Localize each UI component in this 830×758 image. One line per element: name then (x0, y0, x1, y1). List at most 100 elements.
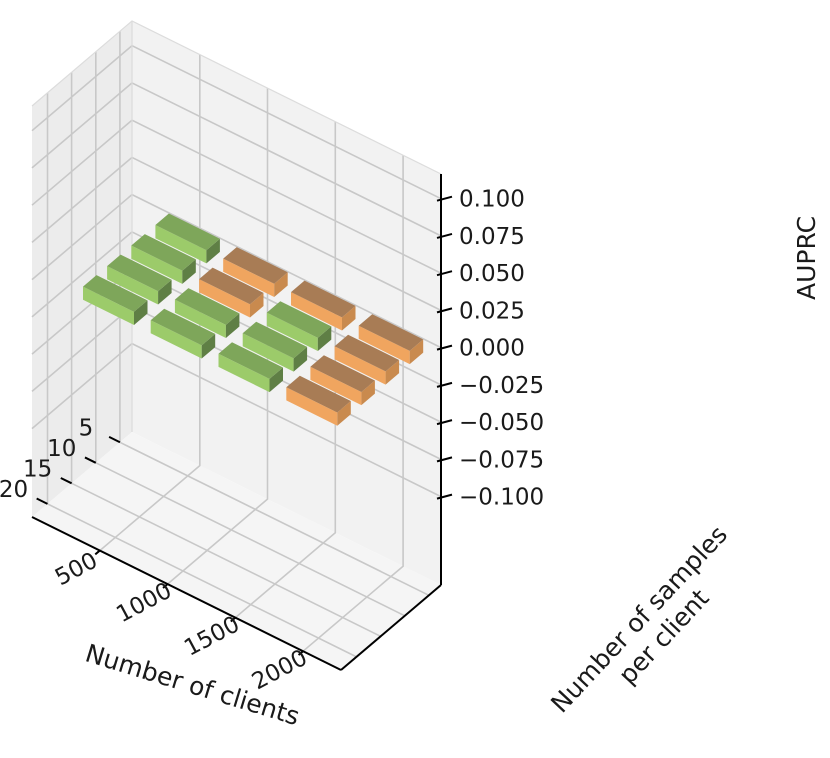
x-tick-mark (60, 477, 73, 485)
z-tick-label: −0.100 (459, 485, 544, 511)
bar-top-face (266, 301, 332, 338)
bar-right-face (250, 292, 264, 318)
x-tick-label: 15 (23, 457, 52, 483)
bar-right-face (201, 333, 216, 359)
y-axis-label-line-1: Number of samples (545, 520, 733, 718)
bar-top-face (107, 254, 172, 292)
y-tick-mark (162, 583, 169, 589)
bar-top-face (291, 280, 356, 318)
bar-top-face (199, 267, 264, 305)
bar-green-20-500 (83, 275, 148, 325)
bar-right-face (134, 300, 148, 325)
bar-front-face (334, 346, 386, 385)
z-tick-label: 0.050 (459, 261, 525, 287)
bar-orange-5-1000 (223, 247, 288, 297)
axis-panes (32, 21, 441, 670)
bar-orange-10-2000 (334, 334, 400, 385)
y-axis-line (340, 584, 442, 671)
bar-green-5-500 (155, 213, 220, 264)
bar-green-15-1500 (242, 321, 308, 372)
bar-right-face (182, 259, 196, 284)
bar-top-face (286, 375, 351, 413)
bar-top-face (310, 355, 375, 392)
bar-front-face (174, 299, 226, 338)
bar-front-face (310, 366, 362, 406)
bar-front-face (131, 245, 183, 284)
bar-green-15-1000 (174, 288, 240, 338)
floor-pane (32, 432, 441, 670)
axis-lines (31, 20, 442, 671)
z-tick-label: 0.075 (459, 224, 525, 250)
bar-orange-5-2000 (358, 314, 424, 365)
bar-top-face (358, 314, 424, 351)
bar-right-face (293, 346, 308, 372)
bar-top-face (334, 334, 400, 372)
bar-green-15-500 (107, 254, 172, 305)
bar-front-face (286, 387, 338, 426)
z-tick-mark (436, 307, 453, 314)
y-tick-label: 1500 (180, 611, 244, 661)
left-pane (32, 21, 132, 517)
x-tick-label: 5 (79, 415, 94, 441)
z-tick-label: 0.100 (459, 187, 525, 213)
bar-front-face (242, 333, 294, 372)
bar-group (83, 213, 424, 426)
back-pane (132, 21, 441, 585)
z-tick-label: 0.025 (459, 298, 525, 324)
bar-orange-10-1000 (199, 267, 264, 318)
bar-top-face (131, 234, 196, 271)
z-tick-label: −0.050 (459, 410, 544, 436)
z-tick-mark (436, 493, 453, 500)
y-tick-label: 2000 (248, 645, 312, 695)
x-tick-mark (108, 436, 121, 444)
y-tick-mark (230, 616, 236, 623)
z-tick-mark (436, 419, 453, 426)
bar-green-10-500 (131, 234, 196, 284)
bar-front-face (199, 279, 250, 318)
bar-right-face (206, 238, 220, 264)
x-tick-mark (84, 456, 97, 464)
z-tick-mark (436, 195, 453, 202)
bar-right-face (269, 367, 283, 393)
bar-front-face (291, 292, 342, 331)
x-tick-mark (36, 497, 48, 505)
y-tick-label: 1000 (112, 578, 176, 628)
bar-orange-5-1500 (291, 280, 356, 331)
bar-front-face (266, 312, 318, 351)
y-tick-mark (94, 549, 101, 556)
bar-top-face (223, 247, 288, 284)
bar-front-face (107, 266, 159, 305)
bar-right-face (409, 339, 424, 365)
z-tick-label: −0.025 (459, 373, 544, 399)
bar-green-20-1000 (150, 308, 216, 359)
bar-front-face (150, 320, 202, 359)
bar-top-face (150, 308, 216, 346)
bar-front-face (358, 325, 410, 365)
bar-top-face (242, 321, 308, 359)
y-tick-mark (297, 650, 304, 656)
z-axis-label: AUPRC (792, 216, 821, 300)
z-tick-label: 0.000 (459, 336, 525, 362)
bar-right-face (385, 360, 400, 385)
bar-right-face (225, 313, 240, 338)
z-tick-label: −0.075 (459, 447, 544, 473)
bar-green-10-1500 (266, 301, 332, 351)
y-axis-label: Number of samples per client (545, 514, 760, 739)
bar-front-face (218, 353, 270, 393)
bar-top-face (174, 288, 240, 325)
bar-front-face (223, 258, 275, 297)
bar-top-face (83, 275, 148, 312)
bar-right-face (317, 326, 332, 351)
bar-orange-15-2000 (310, 355, 375, 406)
bar-front-face (83, 286, 134, 325)
bar-right-face (158, 279, 172, 305)
y-tick-label: 500 (51, 548, 102, 592)
bar-top-face (155, 213, 220, 251)
x-tick-label: 10 (47, 436, 76, 462)
x-axis-line (31, 516, 342, 671)
z-tick-mark (436, 344, 453, 351)
bar-top-face (218, 342, 283, 379)
bar-right-face (337, 401, 351, 426)
bar-right-face (342, 305, 356, 331)
